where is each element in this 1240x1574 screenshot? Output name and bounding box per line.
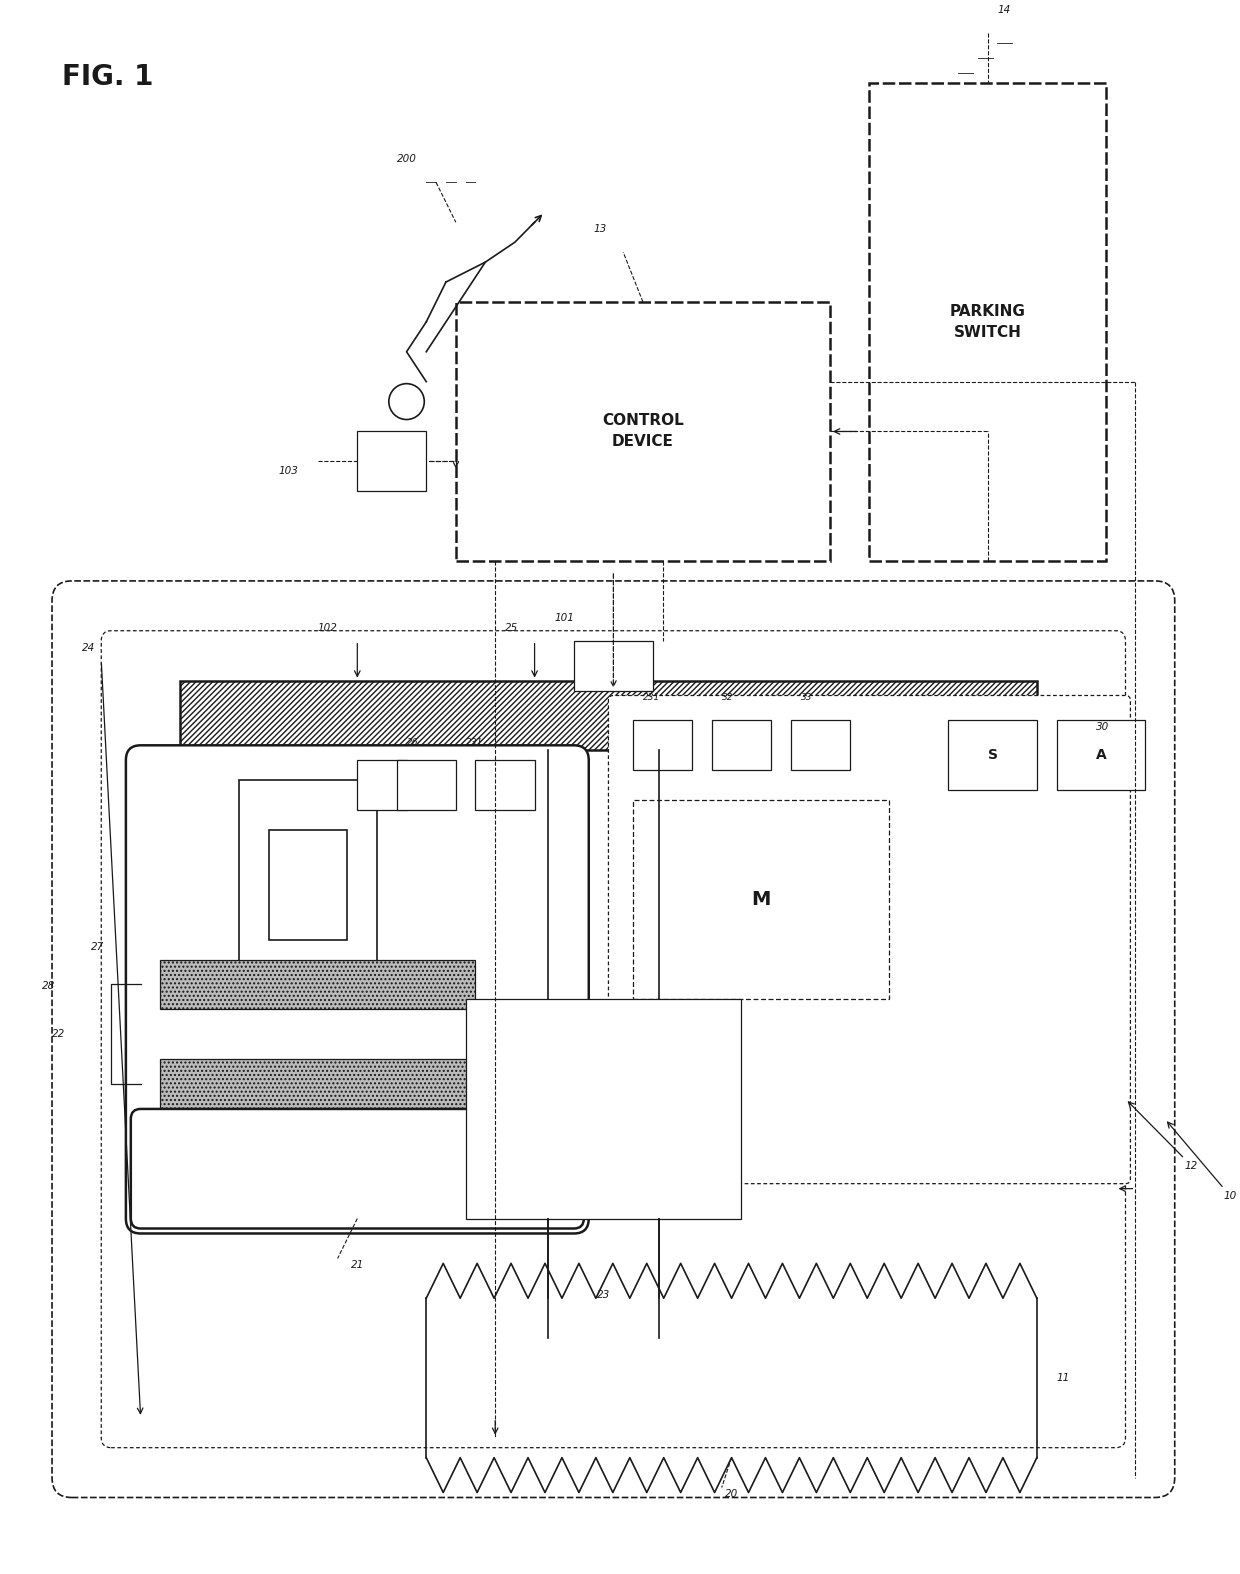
FancyBboxPatch shape [634, 800, 889, 999]
Text: 102: 102 [317, 623, 337, 633]
Text: 28: 28 [42, 982, 56, 992]
Text: 10: 10 [1224, 1190, 1238, 1201]
Text: CONTROL
DEVICE: CONTROL DEVICE [603, 414, 683, 450]
Bar [475, 760, 534, 811]
FancyBboxPatch shape [102, 631, 1126, 1448]
Text: 23: 23 [596, 1291, 610, 1300]
Text: S: S [987, 748, 997, 762]
Text: 25: 25 [505, 623, 518, 633]
Bar [269, 829, 347, 940]
Bar [180, 680, 1037, 751]
Bar [466, 999, 742, 1218]
Bar [574, 641, 652, 691]
Bar [160, 1059, 475, 1110]
Text: FIG. 1: FIG. 1 [62, 63, 154, 91]
Bar [160, 960, 475, 1009]
Text: 231: 231 [642, 694, 660, 702]
Bar [634, 721, 692, 770]
Text: 103: 103 [279, 466, 299, 477]
Bar [397, 760, 456, 811]
Bar [357, 431, 427, 491]
FancyBboxPatch shape [126, 746, 589, 1234]
Text: 33: 33 [801, 694, 812, 702]
Text: 24: 24 [82, 642, 94, 653]
Text: 14: 14 [997, 5, 1011, 16]
Text: 26: 26 [407, 738, 418, 748]
FancyBboxPatch shape [52, 581, 1174, 1497]
FancyBboxPatch shape [609, 696, 1131, 1184]
Text: PARKING
SWITCH: PARKING SWITCH [950, 304, 1025, 340]
Bar [949, 721, 1037, 790]
Bar [1056, 721, 1146, 790]
Text: 101: 101 [554, 612, 574, 623]
Text: 32: 32 [722, 694, 733, 702]
Text: 27: 27 [92, 941, 104, 952]
FancyBboxPatch shape [130, 1110, 584, 1228]
Text: 20: 20 [725, 1489, 738, 1500]
Bar [239, 781, 377, 979]
Text: 231: 231 [466, 738, 482, 748]
Text: 11: 11 [1056, 1373, 1070, 1384]
Text: 200: 200 [397, 154, 417, 164]
Bar [791, 721, 849, 770]
FancyBboxPatch shape [456, 302, 830, 560]
Text: 12: 12 [1184, 1160, 1198, 1171]
Text: 21: 21 [351, 1261, 365, 1270]
Text: 13: 13 [594, 224, 606, 235]
Text: 22: 22 [52, 1029, 66, 1039]
FancyBboxPatch shape [869, 83, 1106, 560]
Text: M: M [751, 891, 771, 910]
Bar [357, 760, 407, 811]
Text: A: A [1095, 748, 1106, 762]
Text: 30: 30 [1096, 722, 1110, 732]
Bar [712, 721, 771, 770]
